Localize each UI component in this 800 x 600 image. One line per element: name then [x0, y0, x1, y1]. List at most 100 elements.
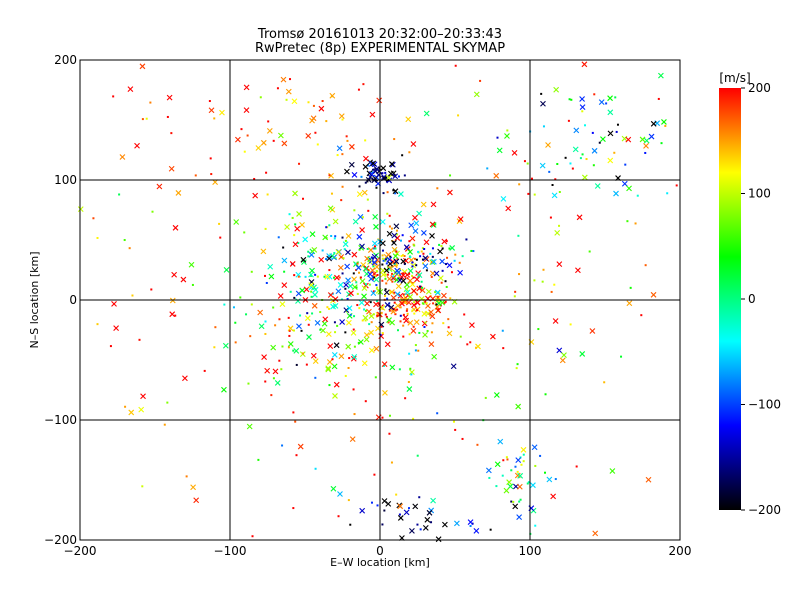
data-point-cross [348, 161, 355, 168]
data-point-dot [454, 64, 457, 67]
data-point-cross [320, 327, 326, 334]
data-point-dot [413, 244, 416, 247]
data-point-dot [300, 329, 303, 332]
data-point-dot [328, 269, 331, 272]
data-point-dot [486, 167, 489, 170]
data-point-cross [368, 347, 375, 354]
data-point-cross [607, 130, 614, 137]
data-point-dot [408, 333, 411, 336]
data-point-dot [381, 416, 384, 419]
data-point-cross [381, 361, 388, 367]
data-point-dot [344, 331, 347, 334]
data-point-dot [420, 250, 423, 253]
data-point-cross [208, 107, 215, 114]
data-point-cross [392, 173, 399, 180]
data-point-dot [390, 461, 393, 464]
data-point-cross [412, 503, 419, 510]
data-point-cross [357, 214, 364, 220]
data-point-cross [390, 294, 397, 301]
data-point-dot [554, 478, 557, 481]
data-point-cross [272, 368, 279, 375]
data-point-dot [413, 301, 416, 304]
data-point-dot [664, 124, 667, 127]
data-point-dot [640, 314, 643, 317]
data-point-dot [398, 277, 401, 280]
data-point-dot [405, 309, 408, 312]
data-point-dot [311, 312, 314, 315]
data-point-dot [514, 290, 517, 293]
data-point-cross [589, 328, 596, 334]
data-point-dot [459, 335, 462, 338]
data-point-dot [332, 276, 335, 279]
data-point-dot [307, 323, 310, 326]
data-point-cross [291, 98, 298, 105]
data-point-cross [348, 143, 355, 150]
data-point-dot [542, 125, 545, 128]
data-point-dot [385, 180, 388, 183]
data-point-dot [517, 234, 520, 237]
data-point-dot [472, 250, 475, 253]
data-point-dot [123, 239, 126, 242]
data-point-dot [476, 443, 479, 446]
x-tick-label: 200 [669, 544, 692, 558]
data-point-dot [520, 463, 523, 466]
data-point-dot [363, 308, 366, 311]
data-point-cross [139, 63, 146, 70]
data-point-cross [413, 220, 420, 227]
data-point-cross [573, 127, 580, 134]
data-point-dot [501, 329, 504, 332]
data-point-dot [569, 162, 572, 165]
data-point-cross [645, 476, 652, 483]
data-point-dot [292, 329, 295, 332]
data-point-cross [407, 248, 414, 255]
data-point-cross [190, 484, 197, 491]
data-point-cross [169, 311, 176, 318]
data-point-cross [277, 293, 284, 299]
data-point-cross [351, 171, 358, 178]
data-point-cross [376, 97, 383, 104]
data-point-dot [232, 306, 235, 309]
grid-lines [80, 60, 680, 540]
data-point-dot [342, 257, 345, 260]
y-axis-label: N–S location [km] [28, 251, 41, 348]
data-point-dot [253, 177, 256, 180]
data-point-dot [421, 258, 424, 261]
data-point-cross [400, 272, 407, 279]
data-point-cross [392, 188, 399, 195]
data-point-dot [588, 250, 591, 253]
data-point-cross [650, 291, 657, 298]
data-point-cross [371, 240, 378, 247]
data-point-cross [388, 304, 395, 311]
data-point-dot [412, 276, 415, 279]
data-point-cross [355, 264, 362, 271]
data-point-cross [422, 263, 429, 270]
data-point-dot [381, 332, 384, 335]
data-point-dot [386, 297, 389, 300]
data-point-cross [324, 273, 331, 280]
data-point-cross [410, 141, 417, 147]
data-point-cross [400, 258, 407, 265]
data-point-cross [626, 300, 633, 307]
data-point-dot [250, 303, 253, 306]
data-point-cross [321, 320, 328, 327]
data-point-cross [409, 281, 416, 288]
data-point-cross [180, 276, 187, 283]
y-tick-label: −100 [44, 413, 77, 427]
data-point-dot [366, 164, 369, 167]
data-point-dot [381, 254, 384, 257]
data-point-dot [304, 275, 307, 278]
data-point-dot [461, 437, 464, 440]
data-point-dot [553, 283, 556, 286]
data-point-cross [385, 174, 392, 181]
data-point-cross [281, 140, 288, 147]
data-point-cross [297, 443, 304, 450]
data-point-cross [175, 190, 182, 196]
data-point-cross [339, 319, 346, 325]
data-point-dot [516, 363, 519, 366]
colorbar-tick-label: −200 [748, 503, 781, 517]
data-point-dot [343, 248, 346, 251]
data-point-cross [504, 133, 510, 139]
data-point-dot [364, 181, 367, 184]
data-point-cross [493, 392, 500, 398]
